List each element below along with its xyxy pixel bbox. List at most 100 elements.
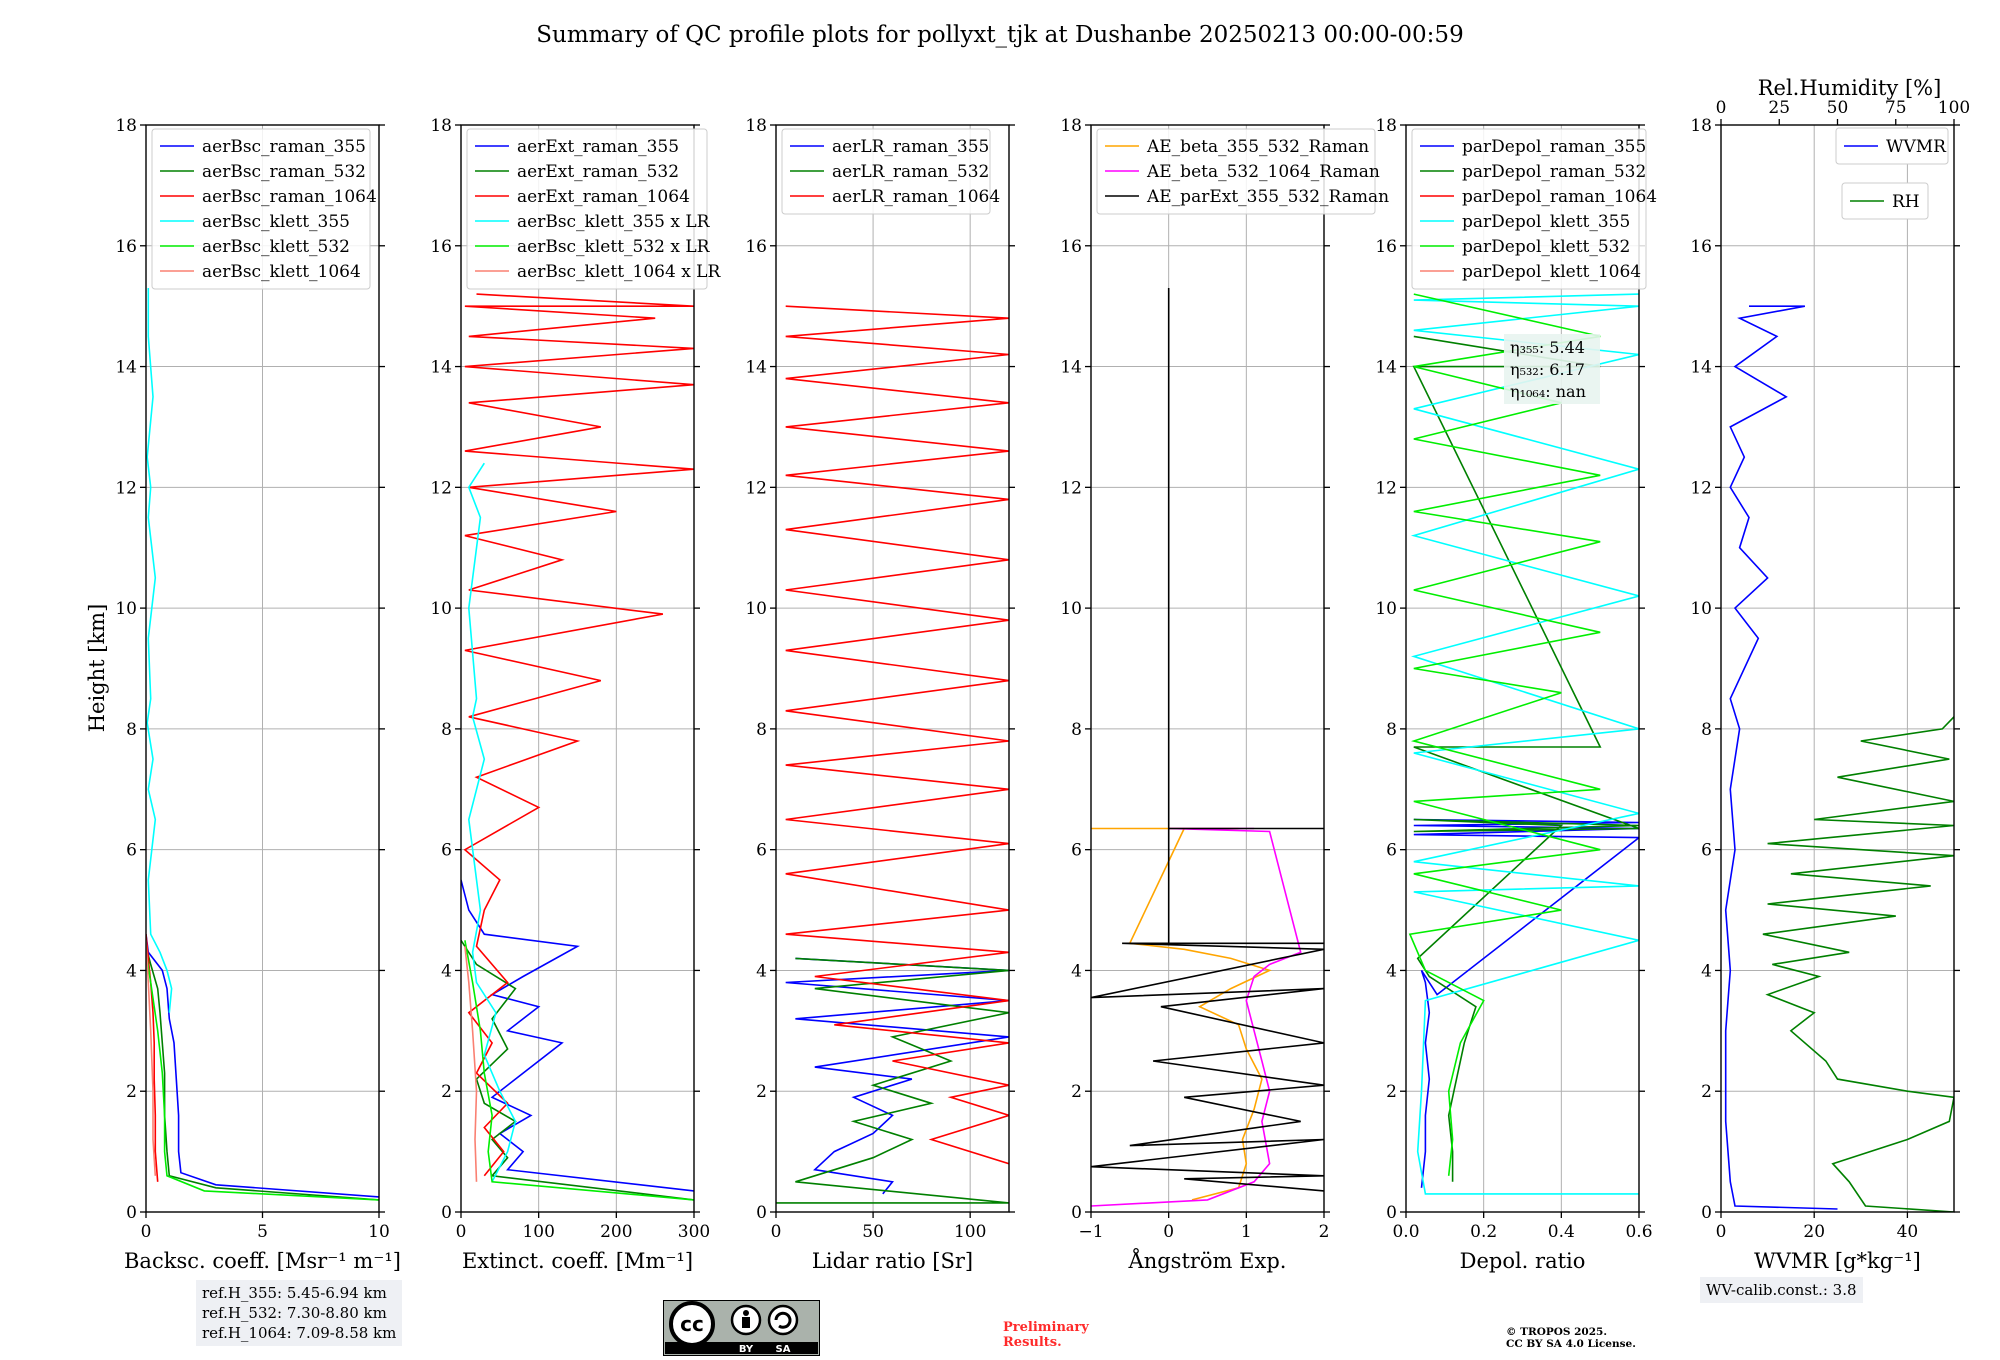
legend-label: aerBsc_klett_532 x LR [517,237,711,257]
by-label: BY [739,1344,754,1355]
x-tick-label: 0 [141,1222,152,1242]
y-tick-label: 6 [756,841,767,861]
series-group [146,288,379,1201]
x-tick-label: 10 [368,1222,390,1242]
y-tick-label: 10 [745,599,767,619]
x-tick-label: 100 [522,1222,554,1242]
series-line-parDepol_raman_355 [1413,818,1639,1188]
cc-by-sa-badge: cc BY SA [663,1300,820,1356]
axes-frame [460,124,695,1213]
legend-label: aerExt_raman_1064 [517,187,690,207]
series-group [1408,293,1639,1195]
series-line-aerBsc_klett_355 x LR [467,462,517,1183]
legend-label: aerBsc_klett_355 [202,212,350,232]
y-tick-label: 6 [1386,841,1397,861]
legend-label: AE_beta_355_532_Raman [1146,137,1369,157]
panel-backscatter: 0 2 4 6 8 10 12 14 16 18 0 5 10 Backsc. coeff. [Msr⁻¹… [115,116,401,1273]
panel-extinction: 0 2 4 6 8 10 12 14 16 18 0 100 200 300 Extinct. coeff.… [430,116,721,1273]
legend-box [151,128,371,290]
legend-label: aerExt_raman_532 [517,162,679,182]
series-line-AE_beta_532_1064_Raman [1091,827,1302,1207]
legend-box [1841,182,1929,220]
panel-lidar_ratio: 0 2 4 6 8 10 12 14 16 18 0 50 100 Lidar ratio [Sr] aer… [745,116,1015,1273]
y-tick-label: 12 [430,478,452,498]
y-tick-label: 0 [1071,1203,1082,1223]
y-tick-label: 10 [1690,599,1712,619]
y-tick-label: 16 [1375,237,1397,257]
panel-depol: 0 2 4 6 8 10 12 14 16 18 0.0 0.2 0.4 0.6 Depol. ratio p… [1375,116,1657,1273]
legend-label: WVMR [1886,137,1947,157]
y-tick-label: 6 [1071,841,1082,861]
series-line-parDepol_klett_355 [1410,293,1639,1195]
legend-label: parDepol_klett_1064 [1462,262,1641,282]
x-tick-label: 40 [1897,1222,1919,1242]
eta-annotation-box [1504,334,1600,404]
series-line-aerLR_raman_355 [785,957,1009,1195]
y-tick-label: 10 [1060,599,1082,619]
x-tick-label: 0.0 [1392,1222,1419,1242]
legend-label: parDepol_klett_355 [1462,212,1630,232]
top-x-tick-label: 50 [1827,98,1849,118]
series-line-aerBsc_klett_532 x LR [464,940,694,1201]
legend-label: RH [1892,192,1920,212]
series-group [776,305,1009,1204]
y-tick-label: 2 [1701,1082,1712,1102]
y-tick-label: 8 [441,720,452,740]
y-tick-label: 12 [745,478,767,498]
copyright-note: © TROPOS 2025. CC BY SA 4.0 License. [1506,1326,1636,1350]
top-x-tick-label: 75 [1885,98,1907,118]
x-tick-label: 20 [1803,1222,1825,1242]
y-tick-label: 10 [430,599,452,619]
x-axis-label: Extinct. coeff. [Mm⁻¹] [462,1249,693,1273]
y-tick-label: 14 [745,358,767,378]
x-tick-label: 5 [257,1222,268,1242]
y-tick-label: 2 [441,1082,452,1102]
cc-text: cc [680,1312,704,1336]
y-tick-label: 14 [1060,358,1082,378]
y-tick-label: 14 [1375,358,1397,378]
y-tick-label: 0 [1701,1203,1712,1223]
x-tick-label: 0.6 [1625,1222,1652,1242]
legend-label: aerBsc_raman_532 [202,162,366,182]
legend-label: aerExt_raman_355 [517,137,679,157]
y-tick-label: 8 [1386,720,1397,740]
y-axis-label: Height [km] [85,604,109,733]
x-axis-label: Ångström Exp. [1128,1248,1287,1273]
y-tick-label: 0 [1386,1203,1397,1223]
series-line-aerExt_raman_532 [461,939,694,1201]
ref-height-355: ref.H_355: 5.45-6.94 km [202,1284,387,1302]
legend: aerExt_raman_355 aerExt_raman_532 aerExt_r… [466,128,721,290]
x-axis-label: WVMR [g*kg⁻¹] [1754,1249,1921,1273]
top-axis-label: Rel.Humidity [%] [1758,76,1942,100]
x-axis-label: Lidar ratio [Sr] [812,1249,973,1273]
axes-frame [1405,124,1640,1213]
y-tick-label: 6 [1701,841,1712,861]
x-tick-label: 50 [862,1222,884,1242]
legend-label: aerLR_raman_1064 [832,187,1000,207]
top-x-tick-label: 25 [1768,98,1790,118]
wv-calibration-box: WV-calib.const.: 3.8 [1700,1277,1863,1303]
legend-label: aerBsc_klett_355 x LR [517,212,711,232]
legend-box [466,128,708,290]
axes-frame [775,124,1010,1213]
y-tick-label: 10 [1375,599,1397,619]
x-tick-label: 1 [1241,1222,1252,1242]
axes-frame [1720,124,1955,1213]
y-tick-label: 14 [430,358,452,378]
legend: WVMR RH [1835,127,1949,220]
series-line-aerExt_raman_355 [461,879,694,1192]
legend: parDepol_raman_355 parDepol_raman_532 parD… [1411,128,1657,290]
y-tick-label: 12 [1375,478,1397,498]
preliminary-results-note: Preliminary Results. [1003,1320,1089,1350]
series-line-aerLR_raman_1064 [785,305,1009,1165]
y-tick-label: 16 [115,237,137,257]
y-tick-label: 16 [1690,237,1712,257]
y-tick-label: 4 [1701,961,1712,981]
reference-height-box: ref.H_355: 5.45-6.94 km ref.H_532: 7.30-… [196,1280,403,1346]
legend: aerBsc_raman_355 aerBsc_raman_532 aerBsc_r… [151,128,377,290]
x-tick-label: 100 [954,1222,986,1242]
series-line-aerBsc_klett_532 [146,952,379,1201]
legend: AE_beta_355_532_Raman AE_beta_532_1064_Ra… [1096,128,1389,215]
x-tick-label: 300 [678,1222,710,1242]
figure-title: Summary of QC profile plots for pollyxt_… [536,22,1464,48]
